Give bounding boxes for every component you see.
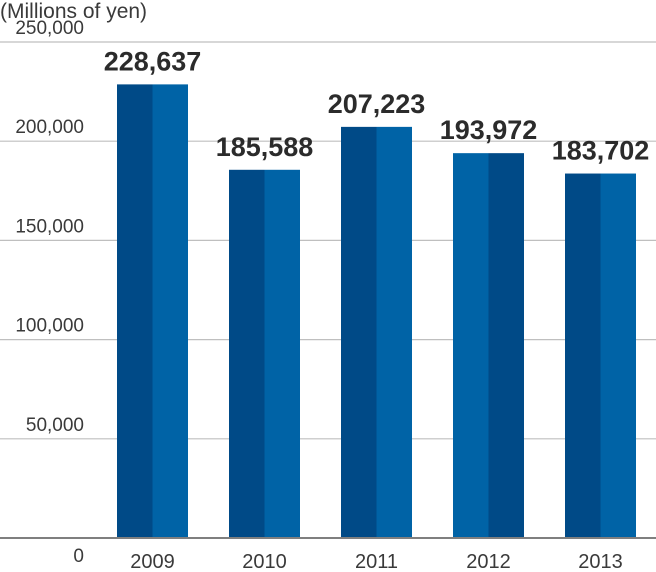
x-tick-label: 2011 xyxy=(355,551,398,572)
y-tick-label: 0 xyxy=(73,546,84,567)
x-tick-label: 2010 xyxy=(242,551,287,572)
bar-right-half xyxy=(600,173,636,539)
data-label: 185,588 xyxy=(216,132,314,162)
bar-right-half xyxy=(152,84,188,539)
data-label: 207,223 xyxy=(328,89,426,119)
bar-right-half xyxy=(264,169,300,539)
x-tick-label: 2009 xyxy=(130,551,175,572)
bar-left-half xyxy=(565,173,601,539)
y-tick-label: 150,000 xyxy=(15,216,84,237)
data-label: 193,972 xyxy=(440,115,538,145)
x-tick-label: 2012 xyxy=(466,551,511,572)
bar-right-half xyxy=(488,153,524,538)
unit-label: (Millions of yen) xyxy=(0,0,148,23)
data-label: 183,702 xyxy=(552,136,650,166)
bar-left-half xyxy=(117,84,153,539)
bar-left-half xyxy=(341,126,377,538)
y-tick-label: 250,000 xyxy=(15,18,84,39)
bar-right-half xyxy=(376,126,412,538)
y-tick-label: 50,000 xyxy=(26,415,84,436)
y-tick-label: 200,000 xyxy=(15,117,84,138)
bar-left-half xyxy=(229,169,265,539)
x-tick-label: 2013 xyxy=(578,551,623,572)
data-label: 228,637 xyxy=(104,46,202,76)
y-tick-label: 100,000 xyxy=(15,316,84,337)
bar-left-half xyxy=(453,153,489,538)
